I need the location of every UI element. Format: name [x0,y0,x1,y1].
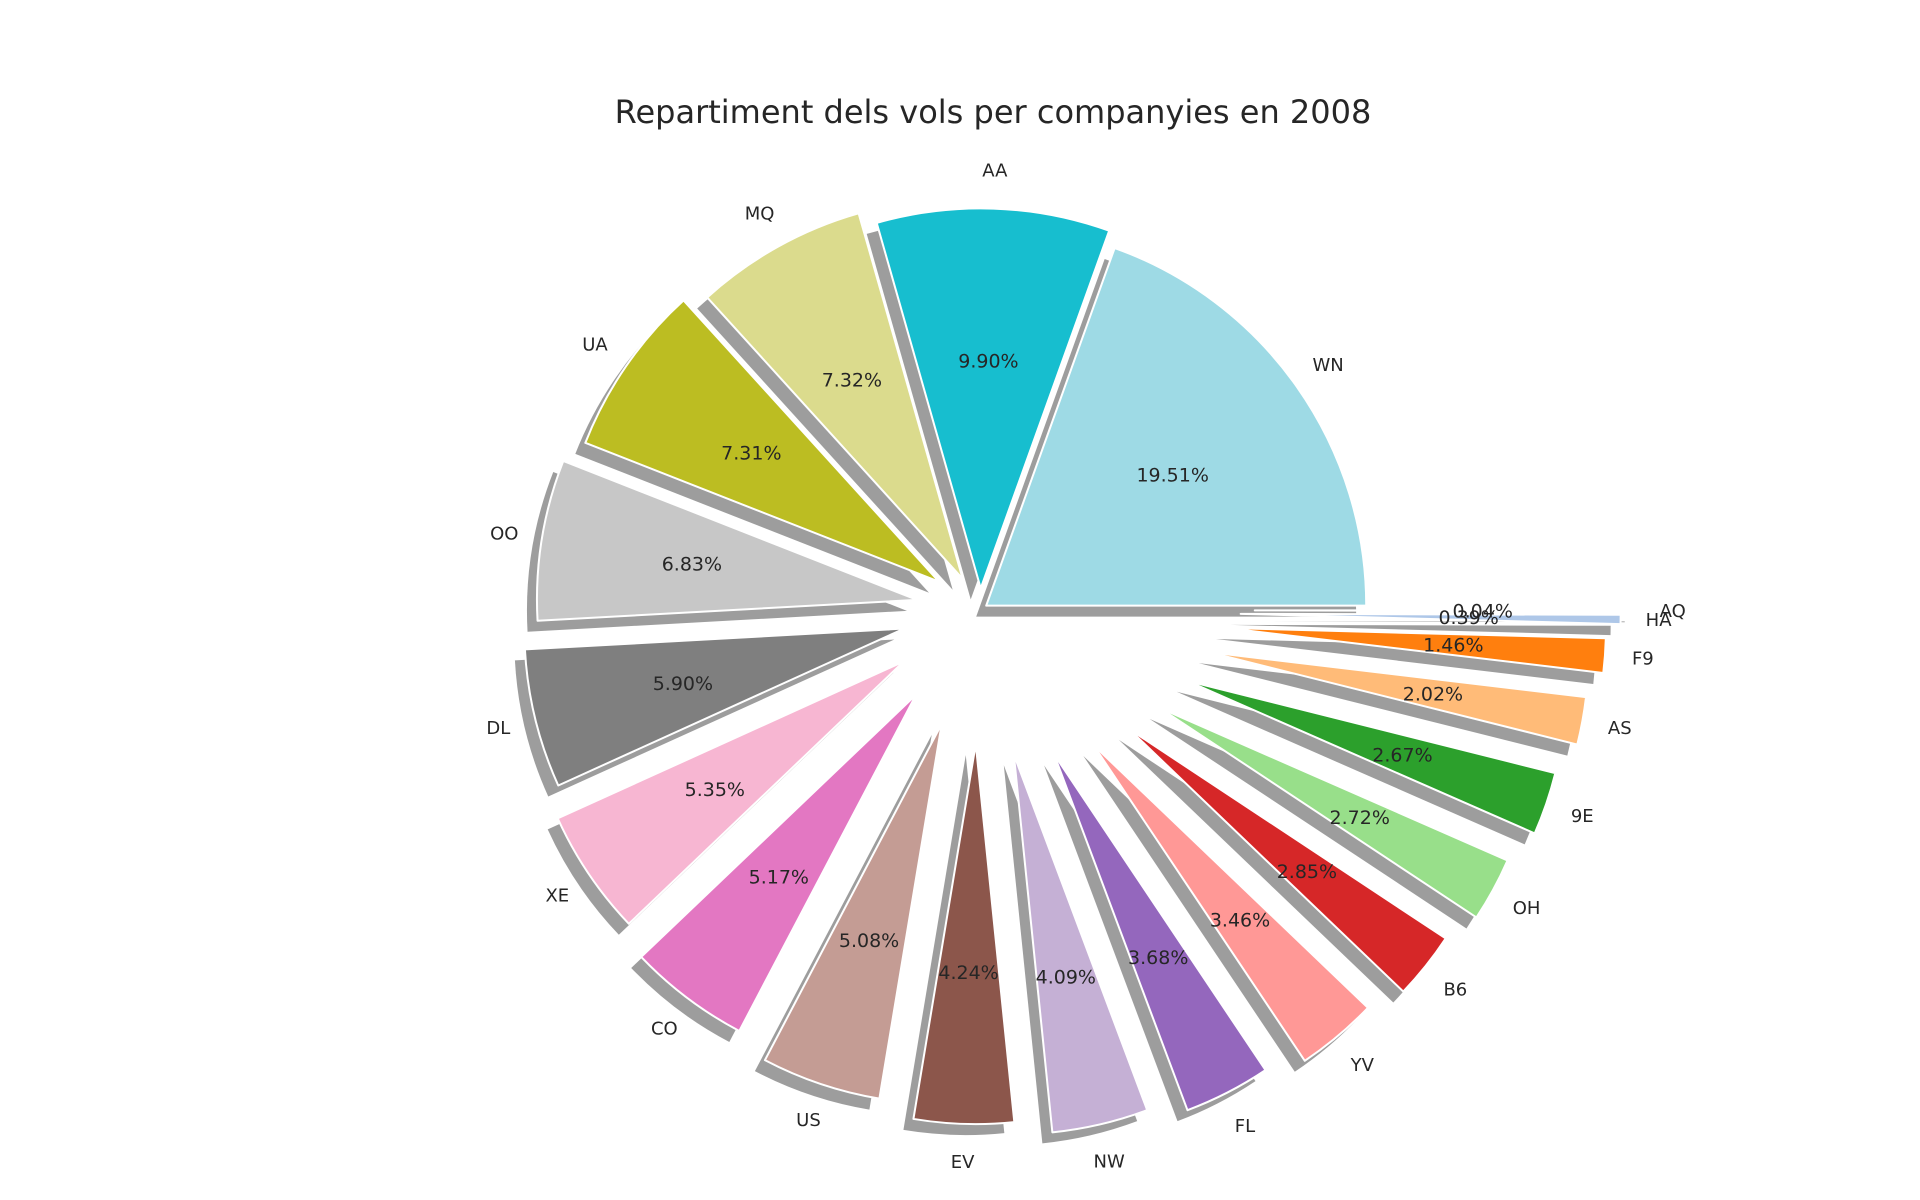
slice-ha [1239,612,1622,626]
slice-pct-label-dl: 5.90% [653,673,713,695]
slice-category-label-9e: 9E [1571,806,1594,827]
slice-category-label-xe: XE [545,885,569,906]
slice-category-label-as: AS [1608,718,1632,739]
slice-nw [1012,753,1149,1134]
slice-category-label-oh: OH [1513,898,1541,919]
slice-category-label-ha: HA [1646,610,1673,631]
slice-pct-label-oh: 2.72% [1330,807,1390,829]
slice-oh [1158,706,1509,919]
slice-pct-label-aa: 9.90% [958,350,1018,372]
slice-shadow-oh [1149,718,1498,929]
slice-pct-label-co: 5.17% [749,867,809,889]
slice-category-label-oo: OO [490,523,518,544]
slice-9e [1185,679,1557,835]
slice-pct-label-b6: 2.85% [1277,861,1337,883]
slice-pct-label-ev: 4.24% [938,962,998,984]
slice-pct-label-us: 5.08% [839,930,899,952]
slice-category-label-nw: NW [1094,1151,1125,1172]
slice-pct-label-nw: 4.09% [1036,966,1096,988]
slice-pct-label-wn: 19.51% [1136,464,1208,486]
slice-ev [912,743,1016,1126]
slice-pct-label-xe: 5.35% [685,779,745,801]
slice-shadow-ha [1230,624,1611,636]
slice-category-label-co: CO [651,1018,678,1039]
slice-category-label-mq: MQ [745,203,775,224]
slice-category-label-ev: EV [951,1152,975,1173]
slice-pct-label-oo: 6.83% [662,554,722,576]
slice-labels: 19.51% WN 9.90% AA 7.32% MQ 7.31% UA 6.83% OO 5.90… [486,161,1685,1173]
slice-as [1207,651,1588,746]
slice-category-label-dl: DL [486,718,510,739]
slice-category-label-b6: B6 [1443,980,1467,1001]
slice-category-label-yv: YV [1350,1055,1375,1076]
slice-category-label-ua: UA [582,334,608,355]
slice-pct-label-9e: 2.67% [1372,745,1432,767]
slice-category-label-wn: WN [1312,355,1343,376]
slice-category-label-aa: AA [982,161,1008,182]
slice-ua [584,299,941,583]
slice-pct-label-aq: 0.04% [1453,601,1513,623]
slice-category-label-fl: FL [1235,1116,1255,1137]
slice-f9 [1224,626,1607,674]
slice-us [763,722,943,1100]
slice-category-label-f9: F9 [1632,648,1654,669]
slice-xe [556,660,905,925]
slice-pct-label-as: 2.02% [1403,683,1463,705]
chart-title: Repartiment dels vols per companyies en … [615,93,1372,131]
slice-yv [1092,744,1369,1062]
slice-shadow-9e [1176,691,1546,845]
slice-mq [706,212,964,580]
slice-pct-label-fl: 3.68% [1128,947,1188,969]
slice-pct-label-mq: 7.32% [822,369,882,391]
slice-category-label-us: US [796,1110,821,1131]
pie-slices [523,207,1636,1134]
slice-pct-label-yv: 3.46% [1210,910,1270,932]
slice-dl [523,627,906,787]
slice-category-label-aq: AQ [1660,601,1686,622]
slice-pct-label-f9: 1.46% [1423,635,1483,657]
slice-shadow-as [1198,663,1577,756]
slice-fl [1053,753,1267,1112]
slice-co [640,693,918,1032]
slice-wn [985,246,1368,607]
slice-pct-label-ha: 0.39% [1438,607,1498,629]
slice-aq [1253,609,1636,613]
slice-aa [875,207,1111,590]
slice-pct-label-ua: 7.31% [721,442,781,464]
slice-b6 [1127,727,1447,993]
slice-oo [536,459,918,622]
